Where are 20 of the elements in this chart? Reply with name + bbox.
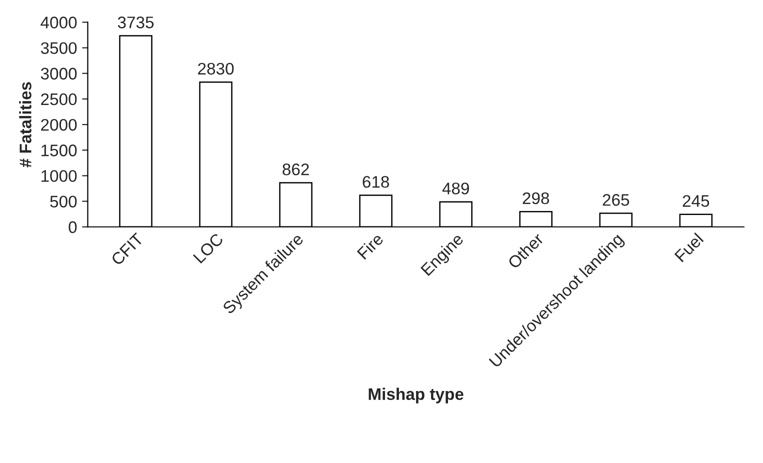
data-label: 618 bbox=[362, 176, 390, 188]
y-axis-title: # Fatalities bbox=[19, 82, 32, 168]
y-tick-label: 3500 bbox=[40, 42, 77, 54]
y-tick-label: 1000 bbox=[42, 170, 77, 182]
data-label: 489 bbox=[442, 182, 469, 194]
y-tick-label: 3000 bbox=[40, 68, 77, 80]
y-tick-label: 4000 bbox=[40, 16, 77, 28]
data-label: 2830 bbox=[198, 62, 234, 75]
x-tick-label: Fire bbox=[356, 232, 384, 260]
y-tick-label: 1500 bbox=[42, 144, 77, 156]
y-tick-label: 500 bbox=[50, 196, 77, 208]
data-label: 862 bbox=[282, 164, 309, 176]
y-tick-label: 0 bbox=[68, 221, 77, 234]
data-label: 265 bbox=[602, 194, 630, 206]
data-label: 245 bbox=[682, 195, 710, 207]
x-axis-title: Mishap type bbox=[368, 388, 464, 404]
data-label: 298 bbox=[522, 192, 550, 204]
data-label: 3735 bbox=[118, 16, 154, 28]
y-tick-label: 2000 bbox=[41, 118, 77, 131]
y-tick-label: 2500 bbox=[41, 93, 77, 106]
